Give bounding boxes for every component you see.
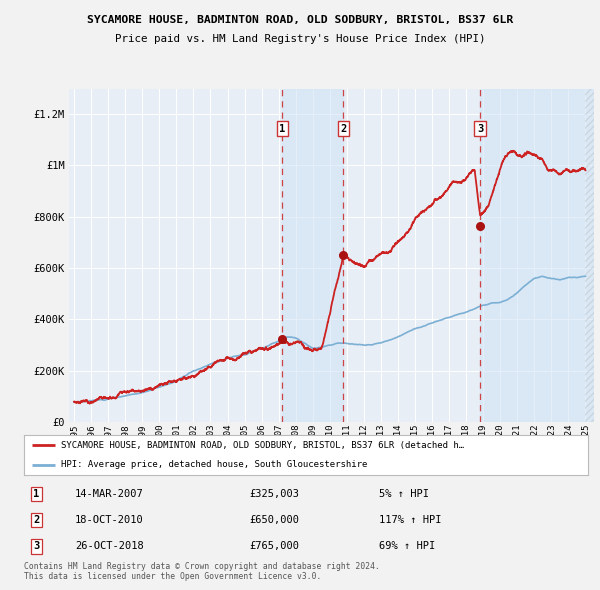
Text: 117% ↑ HPI: 117% ↑ HPI (379, 515, 442, 525)
Text: £765,000: £765,000 (250, 542, 299, 552)
Text: £325,003: £325,003 (250, 489, 299, 499)
Text: SYCAMORE HOUSE, BADMINTON ROAD, OLD SODBURY, BRISTOL, BS37 6LR (detached h…: SYCAMORE HOUSE, BADMINTON ROAD, OLD SODB… (61, 441, 464, 450)
Text: SYCAMORE HOUSE, BADMINTON ROAD, OLD SODBURY, BRISTOL, BS37 6LR: SYCAMORE HOUSE, BADMINTON ROAD, OLD SODB… (87, 15, 513, 25)
Text: 5% ↑ HPI: 5% ↑ HPI (379, 489, 430, 499)
Text: 3: 3 (477, 123, 483, 133)
Text: 18-OCT-2010: 18-OCT-2010 (75, 515, 143, 525)
Text: 2: 2 (340, 123, 346, 133)
Text: 3: 3 (33, 542, 40, 552)
Bar (586, 88, 594, 422)
Text: 2: 2 (33, 515, 40, 525)
Text: 14-MAR-2007: 14-MAR-2007 (75, 489, 143, 499)
Text: Contains HM Land Registry data © Crown copyright and database right 2024.
This d: Contains HM Land Registry data © Crown c… (24, 562, 380, 581)
Bar (282, 88, 343, 422)
Bar (480, 88, 594, 422)
Text: 1: 1 (33, 489, 40, 499)
Text: £650,000: £650,000 (250, 515, 299, 525)
Text: 69% ↑ HPI: 69% ↑ HPI (379, 542, 436, 552)
Text: Price paid vs. HM Land Registry's House Price Index (HPI): Price paid vs. HM Land Registry's House … (115, 34, 485, 44)
Text: 26-OCT-2018: 26-OCT-2018 (75, 542, 143, 552)
Text: HPI: Average price, detached house, South Gloucestershire: HPI: Average price, detached house, Sout… (61, 460, 367, 469)
Text: 1: 1 (279, 123, 286, 133)
